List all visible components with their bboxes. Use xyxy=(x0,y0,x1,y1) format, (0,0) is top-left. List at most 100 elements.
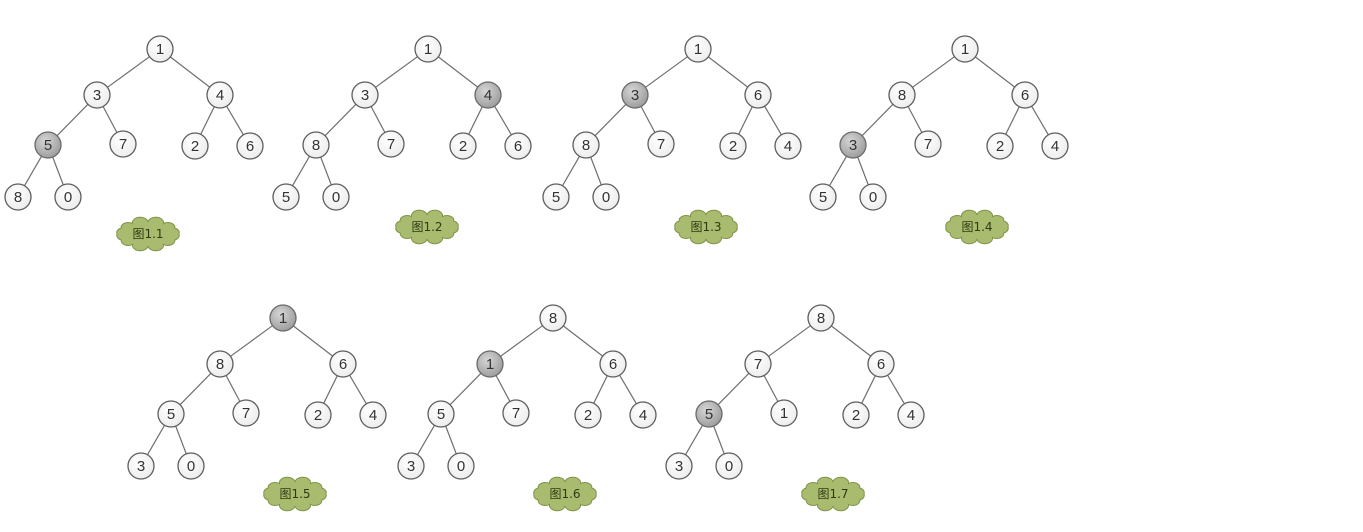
tree-edge xyxy=(23,155,43,187)
tree-node: 4 xyxy=(359,401,387,429)
node-circle xyxy=(447,452,475,480)
node-value: 1 xyxy=(279,310,287,327)
node-value: 8 xyxy=(549,310,557,327)
node-circle xyxy=(859,183,887,211)
tree-edge xyxy=(56,103,89,137)
tree-node: 3 xyxy=(621,81,649,109)
tree-edge xyxy=(107,56,150,88)
tree-node: 6 xyxy=(504,132,532,160)
cloud-shape xyxy=(116,216,180,252)
tree-node: 5 xyxy=(695,400,723,428)
node-value: 5 xyxy=(437,406,445,423)
tree-node: 0 xyxy=(592,183,620,211)
highlighted-node-circle xyxy=(34,131,62,159)
tree-node: 5 xyxy=(272,183,300,211)
tree-node: 7 xyxy=(647,130,675,158)
node-value: 4 xyxy=(484,87,492,104)
node-circle xyxy=(744,81,772,109)
cloud-shape xyxy=(801,476,865,512)
cloud-shape xyxy=(945,209,1009,245)
node-value: 4 xyxy=(1051,138,1059,155)
tree-edge xyxy=(707,56,749,88)
tree-edge xyxy=(449,372,482,406)
cloud-shape xyxy=(674,209,738,245)
node-value: 5 xyxy=(552,189,560,206)
tree-node: 1 xyxy=(951,35,979,63)
node-circle xyxy=(897,401,925,429)
node-circle xyxy=(539,304,567,332)
highlighted-node-circle xyxy=(269,304,297,332)
tree-node: 1 xyxy=(770,399,798,427)
node-value: 6 xyxy=(1021,87,1029,104)
node-value: 2 xyxy=(729,138,737,155)
node-value: 0 xyxy=(457,458,465,475)
caption-cloud: 图1.6 xyxy=(533,476,597,512)
tree-3: 1 3 6 8 7 2 4 5 0 图1.3 xyxy=(542,35,802,245)
node-value: 7 xyxy=(512,405,520,422)
tree-node: 4 xyxy=(474,81,502,109)
node-circle xyxy=(599,350,627,378)
node-circle xyxy=(177,452,205,480)
tree-edge xyxy=(974,56,1016,88)
tree-edge xyxy=(763,375,779,402)
tree-edge xyxy=(102,106,118,133)
tree-4: 1 8 6 3 7 2 4 5 0 图1.4 xyxy=(809,35,1069,245)
tree-1: 1 3 4 5 7 2 6 8 0 图1.1 xyxy=(4,35,264,252)
tree-node: 5 xyxy=(157,400,185,428)
tree-2: 1 3 4 8 7 2 6 5 0 图1.2 xyxy=(272,35,532,245)
node-value: 1 xyxy=(424,41,432,58)
tree-node: 4 xyxy=(774,132,802,160)
tree-node: 7 xyxy=(502,399,530,427)
node-value: 8 xyxy=(312,137,320,154)
node-circle xyxy=(665,452,693,480)
node-circle xyxy=(427,400,455,428)
node-circle xyxy=(397,452,425,480)
tree-node: 7 xyxy=(377,130,405,158)
tree-node: 8 xyxy=(302,131,330,159)
node-value: 1 xyxy=(694,41,702,58)
tree-node: 2 xyxy=(181,132,209,160)
node-value: 5 xyxy=(44,137,52,154)
tree-node: 5 xyxy=(542,183,570,211)
caption-cloud: 图1.1 xyxy=(116,216,180,252)
node-circle xyxy=(647,130,675,158)
node-value: 0 xyxy=(64,189,72,206)
tree-node: 1 xyxy=(476,350,504,378)
tree-node: 4 xyxy=(629,401,657,429)
tree-edge xyxy=(764,105,782,136)
node-value: 3 xyxy=(361,87,369,104)
tree-edge xyxy=(200,106,215,135)
node-value: 8 xyxy=(898,87,906,104)
tree-node: 5 xyxy=(427,400,455,428)
tree-edge xyxy=(416,424,436,456)
tree-edge xyxy=(226,105,244,136)
figure-caption: 图1.7 xyxy=(817,487,848,501)
tree-node: 0 xyxy=(715,452,743,480)
node-circle xyxy=(83,81,111,109)
node-value: 6 xyxy=(754,87,762,104)
tree-edge xyxy=(912,56,955,88)
tree-edge xyxy=(445,425,457,455)
tree-node: 6 xyxy=(744,81,772,109)
node-value: 6 xyxy=(514,138,522,155)
node-value: 8 xyxy=(216,356,224,373)
tree-edge xyxy=(887,374,905,405)
node-value: 3 xyxy=(93,87,101,104)
tree-node: 4 xyxy=(897,401,925,429)
figure-caption: 图1.1 xyxy=(132,227,163,241)
tree-edge xyxy=(907,106,923,133)
tree-node: 7 xyxy=(109,130,137,158)
figure-caption: 图1.3 xyxy=(690,220,721,234)
node-circle xyxy=(4,183,32,211)
figure-caption: 图1.5 xyxy=(279,487,310,501)
node-circle xyxy=(807,304,835,332)
node-value: 4 xyxy=(369,407,377,424)
node-circle xyxy=(574,401,602,429)
node-circle xyxy=(206,81,234,109)
node-value: 4 xyxy=(784,138,792,155)
tree-node: 0 xyxy=(322,183,350,211)
tree-node: 5 xyxy=(809,183,837,211)
tree-edge xyxy=(52,156,64,186)
tree-node: 8 xyxy=(4,183,32,211)
node-value: 4 xyxy=(639,407,647,424)
